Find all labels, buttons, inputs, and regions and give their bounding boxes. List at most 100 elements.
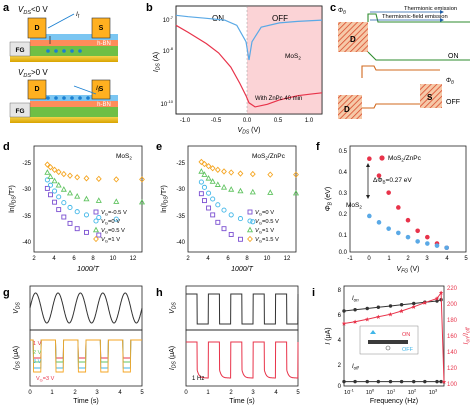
panel-i-ioff-label: Ioff [352, 364, 359, 371]
panel-d-legend-marker-2 [92, 226, 100, 233]
panel-d-pt-1-2 [52, 188, 58, 194]
panel-h-xtick-2: 2 [229, 390, 233, 396]
panel-g-bot-ylabel: IDS (μA) [13, 346, 22, 370]
panel-a-top-vds: VDS<0 V [18, 5, 48, 16]
panel-f-ytick-4: 0.1 [339, 233, 348, 239]
panel-f-legend-marker [379, 155, 385, 161]
panel-i-frame [343, 285, 445, 387]
panel-h-letter: h [156, 287, 163, 299]
panel-e-legend-label-0: VG=0 V [255, 210, 274, 217]
panel-e-pt-1-7 [237, 216, 244, 222]
panel-a-top-drain [27, 17, 47, 39]
panel-f-ytick-2: 0.3 [339, 191, 348, 197]
panel-i-pt-1-2 [365, 379, 369, 384]
panel-e-pt-3-6 [228, 169, 235, 176]
panel-e-letter: e [156, 141, 162, 153]
panel-d-pt-3-10 [139, 176, 145, 183]
panel-h-xtick-3: 3 [251, 390, 255, 396]
panel-i-pt-2-8 [434, 296, 440, 301]
panel-d-pt-0-8 [96, 232, 102, 238]
panel-e-legend-label-2: VG=1 V [255, 228, 274, 235]
panel-e-ytick-3: -40 [176, 240, 185, 246]
panel-a-bot-fg-label: FG [15, 108, 24, 115]
panel-i-ytickr-2: 180 [447, 318, 458, 324]
panel-h-xtick-5: 5 [296, 390, 300, 396]
panel-e-pt-0-0 [198, 191, 204, 197]
panel-e-pt-2-6 [228, 186, 235, 192]
panel-b-xtick-0: -1.0 [180, 118, 191, 124]
panel-i-ytickr-3: 160 [447, 334, 458, 340]
panel-d-pt-2-7 [83, 195, 90, 202]
panel-b-letter: b [146, 2, 153, 14]
panel-i-pt-1-1 [353, 379, 357, 384]
panel-i-pt-2-10 [441, 379, 447, 385]
panel-b-xticks: -1.0 -0.5 0.0 0.5 1.0 [180, 118, 314, 124]
panel-f-yticks: 0.5 0.4 0.3 0.2 0.1 0.0 [339, 149, 348, 256]
panel-i-pt-2-4 [388, 312, 393, 317]
panel-i-pt-0-2 [365, 306, 369, 311]
panel-i-ylabel-left: I (μA) [325, 327, 332, 344]
panel-i-xtick-4: 103 [429, 388, 438, 397]
panel-d-pt-3-8 [95, 175, 102, 183]
panel-i-inset-circle [385, 345, 391, 351]
panel-e-legend-marker-3 [247, 235, 253, 243]
panel-f-mos2: MoS2 [346, 202, 362, 210]
panel-i-pt-1-8 [435, 379, 439, 384]
panel-e-pt-3-5 [221, 168, 227, 175]
panel-a-bot-fg [10, 106, 118, 117]
panel-f-pt-0-5 [415, 228, 420, 234]
panel-b-line-1 [175, 24, 323, 108]
panel-h-ids [186, 341, 299, 379]
panel-c-letter: c [330, 2, 336, 14]
panel-d-xlabel: 1000/T [77, 266, 100, 273]
panel-a-bot-mos2 [30, 95, 118, 101]
panel-i-pt-2-3 [376, 314, 381, 320]
panel-e-pt-0-4 [215, 219, 221, 225]
panel-g: g VDS IDS (μA) 1 V 2 V 3 V VG=3 V 0 1 2 … [3, 285, 144, 405]
panel-f-pt-0-0 [367, 156, 372, 162]
panel-a-bot-hbn [30, 101, 118, 107]
panel-e-pt-3-0 [198, 158, 205, 166]
panel-a-bot-drain [27, 79, 47, 100]
panel-f-ytick-0: 0.5 [339, 149, 348, 155]
panel-i-ytickl-2: 4 [338, 338, 342, 344]
panel-e-xtick-2: 6 [226, 256, 230, 262]
panel-b-xlabel: VDS (V) [238, 127, 261, 136]
panel-b-off-label: OFF [272, 14, 288, 23]
panel-f-pt-1-4 [405, 234, 411, 240]
panel-i-ytickl-1: 6 [338, 313, 342, 319]
panel-d-pt-3-5 [67, 172, 73, 179]
panel-b-ytick-2: 10-10 [161, 99, 174, 108]
panel-c-thermionic: Thermionic emission [404, 6, 457, 12]
panel-a-bot-fg-box [9, 102, 31, 118]
panel-e-pt-0-5 [221, 226, 227, 232]
panel-d-xticks: 2 4 6 8 10 12 [32, 256, 137, 262]
panel-c-d-on: D [350, 35, 356, 44]
panel-e-ylabel: ln(IDS/T²) [161, 185, 170, 213]
panel-i-pt-2-6 [411, 304, 416, 310]
panel-i-ion-label: Ion [352, 296, 359, 303]
panel-f: f MoS2/ZnPc ΔΦB=0.27 eV MoS2 0.5 0.4 0.3… [316, 141, 468, 275]
panel-f-pt-0-1 [376, 173, 382, 178]
panel-i-pt-1-9 [439, 379, 443, 384]
panel-e-pt-3-10 [293, 171, 299, 178]
panel-c-tfe: Thermionic-field emission [382, 14, 448, 20]
panel-e-xticks: 2 4 6 8 10 12 [186, 256, 291, 262]
panel-d-legend-label-1: VG=0 V [101, 219, 120, 226]
panel-i-pt-1-6 [412, 379, 416, 384]
panel-e-yticks: -25 -30 -35 -40 [176, 161, 185, 246]
panel-e-xlabel: 1000/T [231, 266, 254, 273]
panel-a-top-d: D [34, 25, 39, 32]
panel-e-frame [187, 145, 297, 253]
panel-d-pt-1-0 [44, 177, 50, 183]
panel-i-pt-0-6 [412, 301, 416, 306]
panel-b: b ON OFF MoS2 With ZnPc 40 min 10-7 10-8… [146, 2, 323, 136]
panel-e-pt-2-5 [220, 184, 228, 190]
panel-h: h VDS IDS (μA) 1 Hz 0 1 2 3 4 5 Time (s) [156, 285, 300, 405]
panel-i-letter: i [312, 287, 315, 299]
panel-d-pt-1-1 [47, 182, 54, 188]
panel-c-thermionic-head [440, 10, 444, 14]
panel-d-pt-2-5 [66, 189, 74, 196]
panel-i-pt-0-4 [388, 304, 393, 308]
